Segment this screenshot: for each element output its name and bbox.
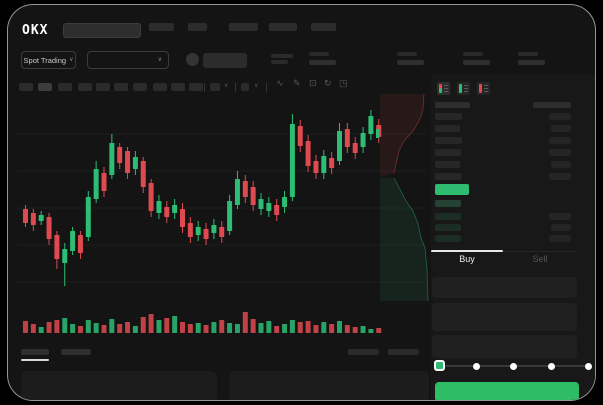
market-type-label: Spot Trading: [23, 55, 67, 65]
timeframe-button[interactable]: [58, 83, 72, 91]
indicator-icon[interactable]: ∿: [276, 78, 284, 88]
timeframe-button[interactable]: [96, 83, 110, 91]
slider-stop[interactable]: [510, 363, 517, 370]
bottom-action-placeholder[interactable]: [388, 349, 419, 355]
ask-amount-placeholder[interactable]: [549, 113, 571, 120]
stat-value-placeholder: [518, 60, 545, 65]
candlestick-chart[interactable]: [8, 5, 596, 401]
amount-input[interactable]: [432, 303, 577, 331]
chevron-down-icon: ∨: [157, 57, 162, 63]
orders-table-placeholder: [21, 371, 217, 400]
bid-price-placeholder[interactable]: [435, 235, 461, 242]
search-input[interactable]: [63, 23, 141, 38]
active-tab-underline: [21, 359, 49, 361]
change-placeholder: [271, 60, 288, 64]
stat-label-placeholder: [397, 52, 417, 56]
nav-item-placeholder[interactable]: [269, 23, 297, 31]
slider-stop[interactable]: [547, 363, 555, 370]
timeframe-button[interactable]: [133, 83, 147, 91]
stat-value-placeholder: [463, 60, 490, 65]
ask-amount-placeholder[interactable]: [549, 137, 571, 144]
market-type-select[interactable]: Spot Trading ∨: [21, 51, 76, 69]
trade-tabs: [431, 251, 576, 270]
ask-amount-placeholder[interactable]: [549, 173, 571, 180]
ask-price-placeholder[interactable]: [435, 125, 460, 132]
tab-buy[interactable]: Buy: [459, 254, 475, 264]
ask-amount-placeholder[interactable]: [551, 161, 571, 168]
nav-item-placeholder[interactable]: [311, 23, 336, 31]
buy-submit-button[interactable]: [435, 382, 579, 400]
active-tab-indicator: [431, 250, 503, 252]
candle-type-button[interactable]: [210, 83, 220, 91]
bottom-action-placeholder[interactable]: [348, 349, 379, 355]
timeframe-button[interactable]: [171, 83, 185, 91]
timeframe-button[interactable]: [114, 83, 128, 91]
ask-price-placeholder[interactable]: [435, 137, 462, 144]
price-placeholder: [271, 54, 293, 58]
stat-label-placeholder: [518, 52, 538, 56]
bid-amount-placeholder[interactable]: [551, 224, 571, 231]
ask-price-placeholder[interactable]: [435, 173, 462, 180]
slider-handle[interactable]: [434, 360, 445, 371]
ob-col-header: [533, 102, 571, 108]
divider: [204, 83, 205, 92]
divider: [266, 83, 267, 92]
history-icon[interactable]: ↻: [324, 78, 332, 88]
draw-icon[interactable]: ✎: [293, 78, 301, 88]
last-price-bar: [435, 184, 469, 195]
divider: [235, 83, 236, 92]
total-input[interactable]: [432, 335, 577, 358]
timeframe-button[interactable]: [19, 83, 33, 91]
slider-stop[interactable]: [472, 363, 480, 370]
orderbook-both-icon[interactable]: [437, 82, 450, 95]
chevron-down-icon[interactable]: ∨: [254, 83, 259, 89]
bid-price-placeholder[interactable]: [435, 224, 461, 231]
timeframe-button[interactable]: [38, 83, 52, 91]
fullscreen-icon[interactable]: ◳: [339, 78, 348, 88]
bid-amount-placeholder[interactable]: [549, 213, 571, 220]
bottom-tab[interactable]: [21, 349, 49, 355]
timeframe-button[interactable]: [153, 83, 167, 91]
nav-item-placeholder[interactable]: [229, 23, 258, 31]
orderbook-asks-icon[interactable]: [477, 82, 490, 95]
stat-value-placeholder: [397, 60, 424, 65]
chevron-down-icon[interactable]: ∨: [224, 83, 229, 89]
nav-item-placeholder[interactable]: [149, 23, 174, 31]
timeframe-button[interactable]: [78, 83, 92, 91]
nav-item-placeholder[interactable]: [188, 23, 207, 31]
price-input[interactable]: [432, 277, 577, 298]
ob-col-header: [435, 102, 470, 108]
ask-amount-placeholder[interactable]: [549, 149, 571, 156]
token-avatar: [186, 53, 199, 66]
chevron-down-icon: ∨: [69, 57, 74, 63]
app-window: OKX Spot Trading ∨ ∨ ∨ ∨ ∿ ✎ ⊡ ↻ ◳ Buy S…: [7, 4, 596, 401]
ask-price-placeholder[interactable]: [435, 149, 461, 156]
timeframe-button[interactable]: [189, 83, 203, 91]
bid-price-placeholder[interactable]: [435, 213, 461, 220]
ask-amount-placeholder[interactable]: [551, 125, 571, 132]
bottom-tab[interactable]: [61, 349, 91, 355]
pair-select[interactable]: ∨: [87, 51, 169, 69]
bid-amount-placeholder[interactable]: [549, 235, 571, 242]
ask-price-placeholder[interactable]: [435, 161, 460, 168]
okx-logo: OKX: [22, 23, 49, 38]
camera-icon[interactable]: ⊡: [309, 78, 317, 88]
history-table-placeholder: [229, 371, 429, 400]
stat-label-placeholder: [309, 52, 329, 56]
stat-value-placeholder: [309, 60, 336, 65]
pair-name-placeholder: [203, 53, 247, 68]
slider-stop[interactable]: [585, 363, 592, 370]
tab-sell[interactable]: Sell: [532, 254, 548, 264]
bid-price-placeholder[interactable]: [435, 200, 461, 207]
ask-price-placeholder[interactable]: [435, 113, 462, 120]
stat-label-placeholder: [463, 52, 483, 56]
orderbook-bids-icon[interactable]: [457, 82, 470, 95]
interval-button[interactable]: [241, 83, 249, 91]
